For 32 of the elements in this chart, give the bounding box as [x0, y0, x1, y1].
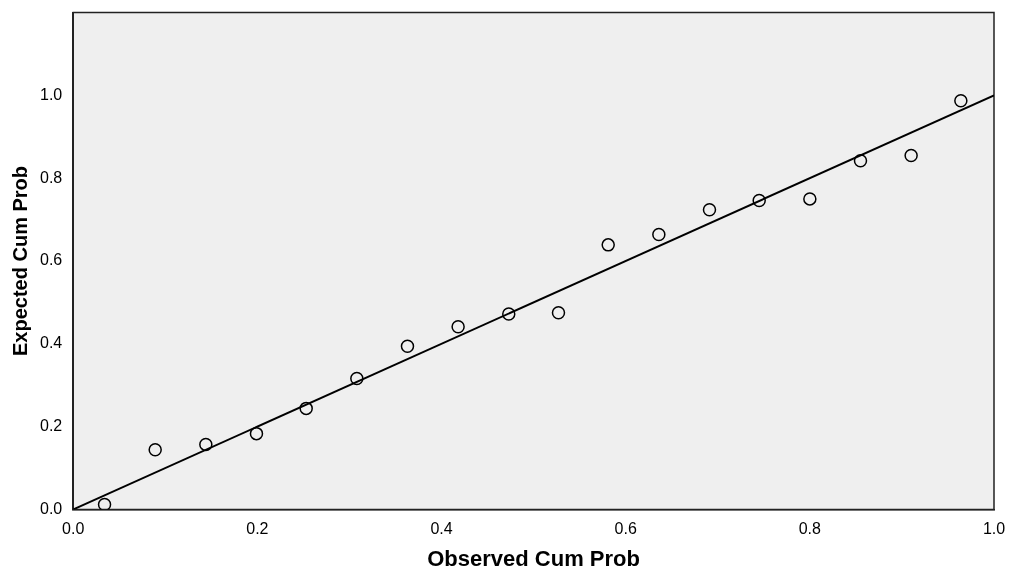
x-tick-label: 0.0	[62, 520, 85, 538]
y-tick-label: 0.8	[39, 168, 63, 186]
y-axis-title: Expected Cum Prob	[8, 165, 31, 357]
point	[752, 193, 766, 208]
point	[350, 371, 364, 386]
y-tick-label: 0.0	[39, 499, 63, 517]
point	[803, 192, 817, 206]
point	[451, 320, 465, 334]
point	[551, 306, 566, 320]
point	[502, 307, 516, 321]
point	[249, 426, 264, 441]
point	[97, 497, 112, 510]
y-tick-label: 0.6	[39, 251, 63, 269]
x-tick-label: 0.2	[246, 520, 269, 538]
point	[652, 227, 666, 242]
x-tick-label: 0.4	[430, 520, 453, 538]
point	[853, 154, 868, 168]
y-tick-label: 0.4	[39, 334, 63, 352]
y-tick-label: 1.0	[39, 85, 63, 103]
y-tick-label: 0.2	[39, 417, 63, 435]
x-tick-label: 1.0	[982, 520, 1006, 538]
point	[601, 238, 615, 252]
point	[904, 148, 918, 163]
x-axis-title: Observed Cum Prob	[427, 545, 640, 571]
point	[702, 202, 717, 217]
point	[400, 339, 415, 354]
x-tick-label: 0.8	[798, 520, 822, 538]
point	[954, 94, 968, 108]
x-tick-label: 0.6	[614, 520, 637, 538]
point	[199, 437, 213, 452]
point	[148, 443, 162, 457]
point	[299, 401, 313, 416]
